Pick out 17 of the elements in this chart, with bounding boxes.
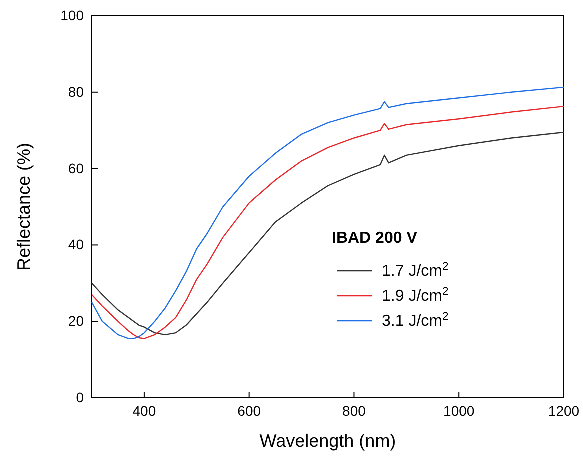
legend-label: 3.1 J/cm$^{2}$ xyxy=(382,311,449,330)
y-tick-label: 60 xyxy=(68,160,84,176)
x-axis-title: Wavelength (nm) xyxy=(260,431,396,451)
x-tick-label: 400 xyxy=(132,402,156,419)
legend-title: IBAD 200 V xyxy=(332,230,418,247)
x-tick-label: 1200 xyxy=(548,402,580,419)
y-tick-label: 40 xyxy=(68,236,84,253)
y-tick-label: 0 xyxy=(76,389,84,406)
x-tick-label: 1000 xyxy=(444,402,475,419)
x-tick-label: 800 xyxy=(342,402,366,419)
legend-label: 1.9 J/cm$^{2}$ xyxy=(382,286,449,305)
legend-label: 1.7 J/cm$^{2}$ xyxy=(382,261,449,280)
y-tick-label: 20 xyxy=(68,313,84,330)
y-tick-label: 80 xyxy=(68,84,84,100)
y-tick-label: 100 xyxy=(60,7,84,24)
y-axis-title: Reflectance (%) xyxy=(14,142,34,272)
x-tick-label: 600 xyxy=(238,402,262,419)
